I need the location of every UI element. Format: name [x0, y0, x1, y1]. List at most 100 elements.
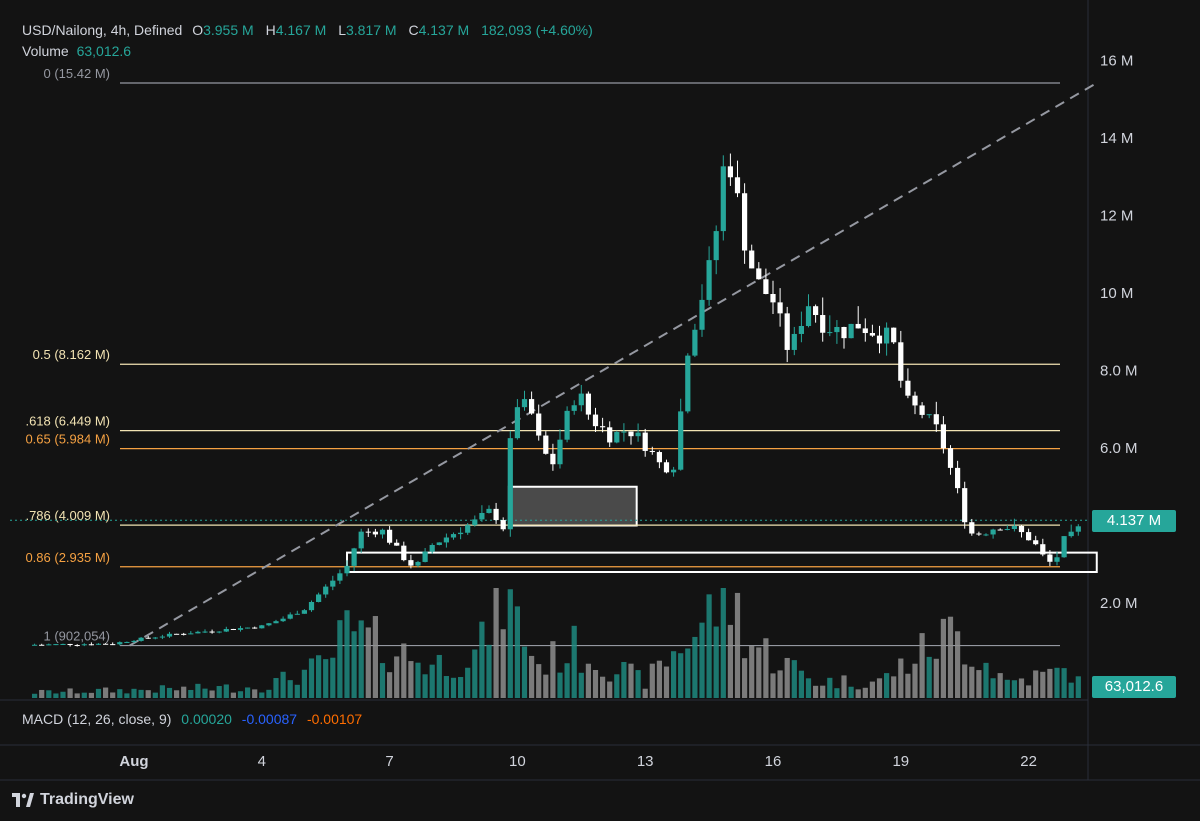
candle-body — [131, 640, 137, 642]
candle-body — [443, 537, 449, 543]
candle-body — [365, 531, 371, 533]
volume-bar — [394, 656, 400, 698]
volume-bar — [926, 656, 932, 698]
candle-body — [252, 627, 258, 629]
candle-body — [401, 545, 407, 561]
volume-bar — [862, 687, 868, 698]
volume-bar — [1040, 671, 1046, 698]
candle-body — [1004, 529, 1010, 531]
candle-body — [166, 633, 173, 637]
volume-bar — [472, 649, 478, 698]
volume-bar — [287, 680, 293, 698]
volume-bar — [230, 692, 236, 698]
volume-bar — [855, 689, 861, 698]
candle-body — [1054, 557, 1060, 562]
volume-bar — [422, 674, 428, 698]
candle-body — [479, 512, 485, 520]
volume-bar — [202, 688, 208, 698]
candle-body — [543, 435, 549, 454]
candle-body — [1075, 526, 1081, 532]
change-value: 182,093 (+4.60%) — [481, 22, 593, 38]
x-tick-label: 4 — [258, 753, 266, 770]
volume-bar — [529, 655, 535, 698]
candle-body — [372, 531, 378, 535]
candle-body — [692, 329, 698, 356]
high-key: H — [265, 22, 276, 38]
volume-bar — [933, 658, 939, 698]
candle-body — [585, 393, 591, 415]
volume-bar — [365, 627, 371, 698]
candle-body — [39, 644, 45, 646]
volume-label: Volume — [22, 43, 69, 59]
candle-body — [869, 333, 875, 336]
candle-body — [74, 645, 80, 647]
candle-body — [188, 633, 194, 635]
candle-body — [408, 560, 414, 566]
candle-body — [1068, 531, 1074, 537]
x-tick-label: 16 — [765, 753, 782, 770]
volume-bar — [947, 616, 954, 698]
candle-body — [60, 643, 66, 645]
volume-bar — [564, 663, 570, 698]
tradingview-icon — [12, 793, 34, 807]
volume-bar — [216, 686, 222, 698]
candle-body — [436, 542, 442, 545]
volume-bar — [1075, 676, 1081, 698]
volume-bar — [74, 693, 80, 698]
x-tick-label: 19 — [892, 753, 909, 770]
candle-body — [422, 551, 428, 562]
volume-bar — [678, 653, 684, 698]
volume-bar — [834, 688, 840, 698]
candle-body — [955, 467, 961, 489]
last-price-tag: 4.137 M — [1092, 510, 1176, 532]
candle-body — [500, 520, 506, 530]
candle-body — [379, 529, 386, 535]
candle-body — [962, 488, 968, 523]
candle-body — [813, 306, 819, 316]
volume-bar — [166, 687, 173, 698]
candle-body — [174, 633, 180, 635]
candle-body — [564, 410, 570, 440]
volume-bar — [145, 690, 151, 698]
candle-body — [898, 342, 904, 381]
volume-bar — [955, 631, 961, 698]
candle-body — [649, 450, 655, 453]
candle-body — [820, 315, 826, 333]
volume-bar — [699, 622, 705, 698]
candle-body — [159, 636, 165, 638]
y-tick-label: 2.0 M — [1100, 595, 1138, 612]
candle-body — [777, 302, 783, 314]
volume-bar — [848, 686, 854, 698]
volume-bar — [60, 691, 66, 698]
candle-body — [330, 580, 336, 587]
volume-bar — [450, 677, 457, 698]
volume-bar — [756, 647, 762, 698]
candle-body — [81, 644, 87, 646]
candle-body — [124, 641, 130, 643]
volume-legend: Volume 63,012.6 — [22, 43, 131, 59]
candle-body — [1026, 532, 1032, 541]
volume-bar — [1047, 668, 1053, 698]
volume-bar — [734, 592, 741, 698]
candle-body — [53, 644, 59, 646]
volume-bar — [784, 657, 790, 698]
candle-body — [827, 332, 833, 334]
x-tick-label: 7 — [385, 753, 393, 770]
candle-body — [117, 642, 123, 645]
candle-body — [415, 561, 421, 566]
volume-bar — [223, 684, 229, 698]
volume-bar — [770, 673, 776, 698]
volume-bar — [138, 689, 144, 698]
candle-body — [699, 299, 705, 330]
volume-bar — [777, 670, 783, 698]
candle-body — [571, 405, 577, 411]
fib-level-label: 1 (902,054) — [44, 629, 111, 644]
volume-bar — [259, 692, 265, 698]
candle-body — [671, 469, 677, 473]
volume-bar — [344, 610, 350, 698]
tradingview-logo[interactable]: TradingView — [12, 791, 134, 809]
candle-body — [337, 573, 343, 581]
candle-body — [493, 508, 499, 521]
candle-body — [855, 323, 861, 329]
